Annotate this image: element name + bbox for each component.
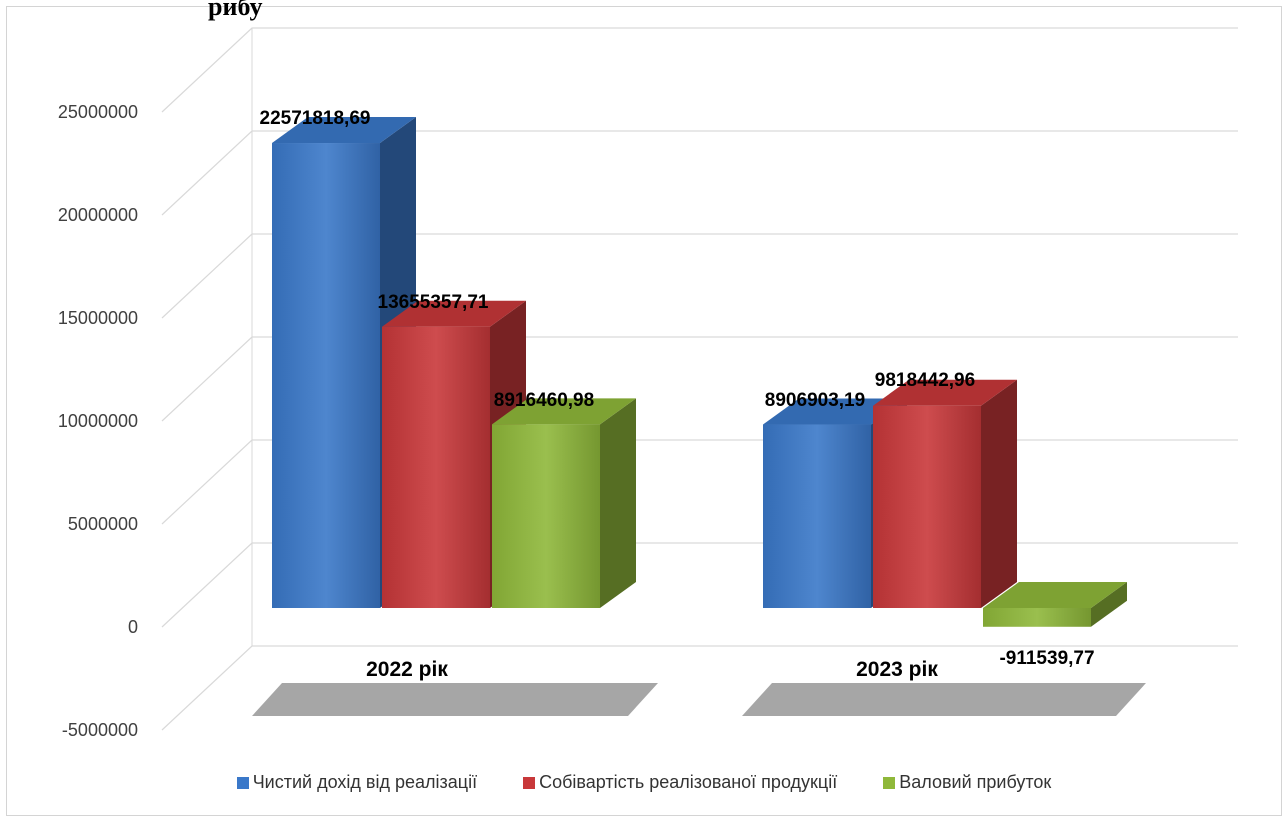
legend-item-cost: Собівартість реалізованої продукції bbox=[523, 772, 837, 793]
bar-0-2 bbox=[492, 424, 600, 608]
legend-label-cost: Собівартість реалізованої продукції bbox=[539, 772, 838, 792]
bar-top-0-1 bbox=[382, 300, 526, 327]
data-label: 22571818,69 bbox=[260, 108, 371, 129]
gridline bbox=[161, 645, 1238, 731]
legend-swatch-blue bbox=[236, 776, 249, 789]
legend-label-revenue: Чистий дохід від реалізації bbox=[252, 772, 478, 792]
gridline bbox=[161, 130, 1238, 216]
legend-item-revenue: Чистий дохід від реалізації bbox=[236, 772, 478, 793]
y-tick-label: 20000000 bbox=[58, 205, 138, 225]
legend-swatch-red bbox=[523, 776, 536, 789]
bar-chart: 25000000 20000000 15000000 10000000 5000000 0… bbox=[58, 27, 1238, 740]
bar-1-1 bbox=[873, 405, 981, 608]
bar-1-2 bbox=[983, 608, 1091, 627]
x-category-label: 2022 рік bbox=[366, 658, 448, 681]
bar-side-0-2 bbox=[600, 398, 636, 608]
data-label: -911539,77 bbox=[999, 648, 1094, 669]
y-tick-label: 15000000 bbox=[58, 308, 138, 328]
bar-top-0-0 bbox=[272, 117, 416, 144]
legend-item-profit: Валовий прибуток bbox=[883, 772, 1051, 793]
x-category-label: 2023 рік bbox=[856, 658, 938, 681]
floor-shadow-2 bbox=[742, 683, 1146, 716]
y-tick-label: 10000000 bbox=[58, 411, 138, 431]
data-label: 9818442,96 bbox=[875, 370, 975, 391]
y-tick-label: 25000000 bbox=[58, 102, 138, 122]
bar-side-1-2 bbox=[1091, 582, 1127, 627]
floor-shadow-1 bbox=[252, 683, 658, 716]
data-label: 8916460,98 bbox=[494, 390, 594, 411]
bar-top-1-2 bbox=[983, 582, 1127, 608]
cropped-heading: рибу bbox=[208, 0, 263, 21]
legend-swatch-green bbox=[883, 776, 896, 789]
data-label: 13655357,71 bbox=[378, 292, 489, 313]
chart-frame bbox=[6, 6, 1282, 816]
legend: Чистий дохід від реалізації Собівартість… bbox=[0, 772, 1288, 793]
y-tick-label: 0 bbox=[128, 617, 138, 637]
bar-0-1 bbox=[382, 326, 490, 608]
gridline bbox=[161, 336, 1238, 422]
gridline bbox=[161, 27, 1238, 113]
gridline bbox=[161, 233, 1238, 319]
y-tick-label: 5000000 bbox=[68, 514, 138, 534]
data-label: 8906903,19 bbox=[765, 390, 865, 411]
legend-label-profit: Валовий прибуток bbox=[899, 772, 1052, 792]
bar-top-1-0 bbox=[763, 398, 907, 425]
bar-top-1-1 bbox=[873, 379, 1017, 406]
bar-top-0-2 bbox=[492, 398, 636, 425]
bar-side-1-1 bbox=[981, 379, 1017, 608]
y-tick-label: -5000000 bbox=[62, 720, 138, 740]
bar-1-0 bbox=[763, 424, 871, 608]
bar-0-0 bbox=[272, 143, 380, 608]
